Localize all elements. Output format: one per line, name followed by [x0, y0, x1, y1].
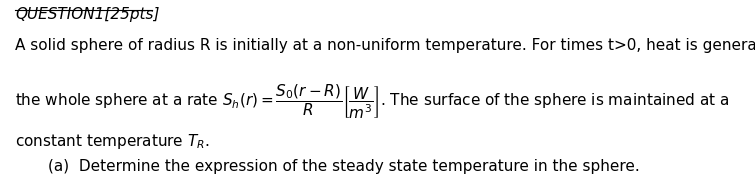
Text: (a)  Determine the expression of the steady state temperature in the sphere.: (a) Determine the expression of the stea… — [48, 159, 640, 174]
Text: the whole sphere at a rate $S_h(r) = \dfrac{S_0(r-R)}{R}\left[\dfrac{W}{m^3}\rig: the whole sphere at a rate $S_h(r) = \df… — [15, 83, 729, 121]
Text: QUESTION1[25pts]: QUESTION1[25pts] — [15, 7, 159, 22]
Text: constant temperature $T_R$.: constant temperature $T_R$. — [15, 132, 210, 151]
Text: A solid sphere of radius R is initially at a non-uniform temperature. For times : A solid sphere of radius R is initially … — [15, 38, 755, 53]
